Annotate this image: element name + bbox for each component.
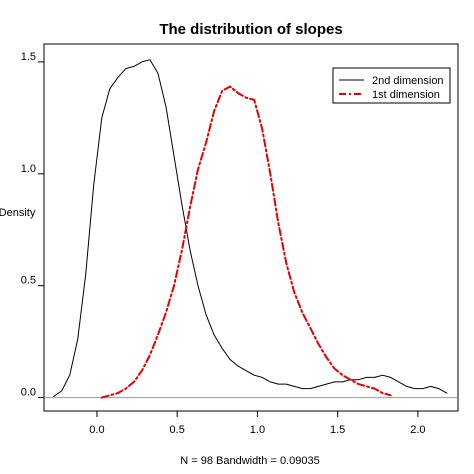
- series-layer: [44, 59, 458, 399]
- legend-label-1st-dimension: 1st dimension: [372, 89, 440, 101]
- x-tick-label: 1.0: [250, 424, 265, 436]
- x-tick-label: 0.0: [89, 424, 104, 436]
- x-tick-label: 0.5: [170, 424, 185, 436]
- x-axis: 0.0 0.5 1.0 1.5 2.0: [89, 411, 426, 436]
- legend-box: [332, 67, 451, 104]
- y-axis: 0.0 0.5 1.0 1.5: [21, 51, 44, 399]
- x-tick-label: 1.5: [330, 424, 345, 436]
- chart-title: The distribution of slopes: [159, 21, 342, 38]
- y-tick-label: 0.5: [21, 275, 36, 287]
- y-tick-label: 0.0: [21, 387, 36, 399]
- x-axis-label: N = 98 Bandwidth = 0.09035: [180, 455, 319, 467]
- y-tick-label: 1.0: [21, 163, 36, 175]
- y-axis-label: Density: [0, 207, 36, 219]
- x-tick-label: 2.0: [410, 424, 425, 436]
- plot-border: [43, 43, 459, 412]
- plot-frame: [43, 43, 459, 412]
- series-line-1st-dimension: [100, 85, 392, 399]
- legend: 2nd dimension 1st dimension: [332, 67, 451, 104]
- series-line-2nd-dimension: [53, 59, 448, 397]
- legend-label-2nd-dimension: 2nd dimension: [372, 75, 444, 87]
- y-tick-label: 1.5: [21, 51, 36, 63]
